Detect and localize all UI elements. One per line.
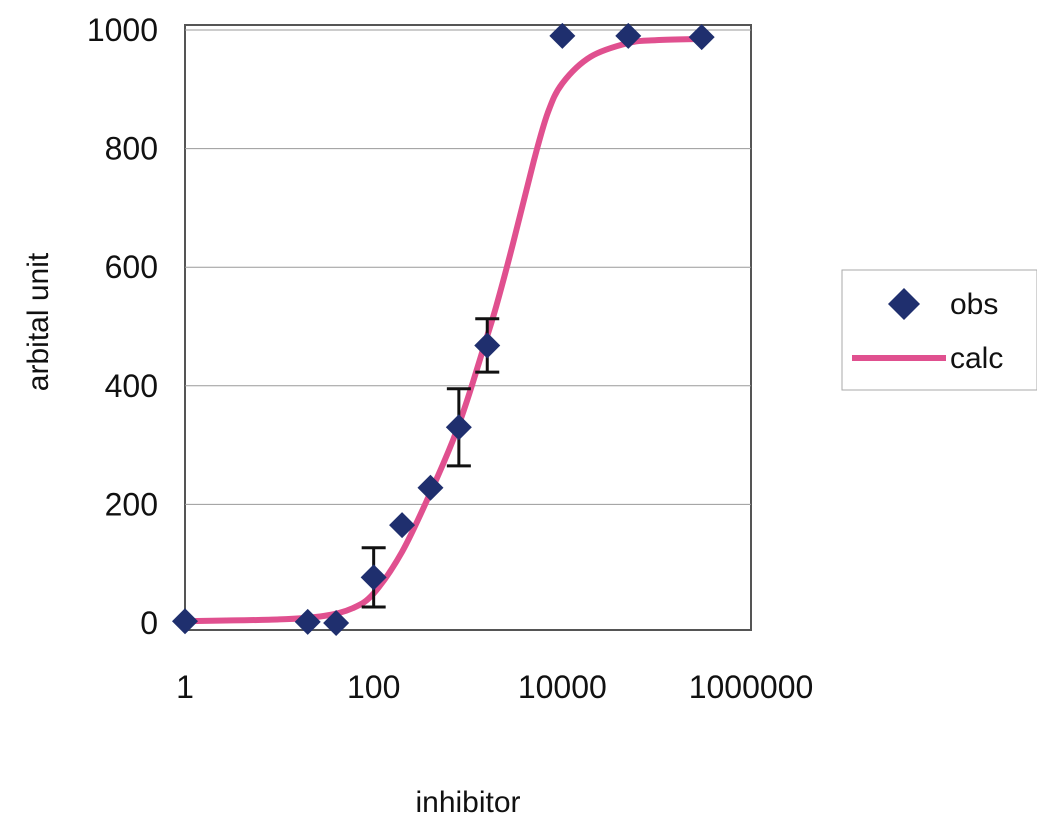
y-tick-labels: 0 200 400 600 800 1000 <box>87 12 158 641</box>
plot-area <box>184 24 752 631</box>
x-axis-label: inhibitor <box>415 786 520 819</box>
legend-obs-marker <box>888 288 920 320</box>
legend-box <box>841 269 1037 391</box>
obs-point <box>474 332 501 359</box>
y-tick-label: 0 <box>140 605 158 641</box>
legend-obs-label: obs <box>950 288 998 321</box>
obs-point <box>360 564 387 591</box>
y-tick-label: 600 <box>105 249 158 285</box>
obs-point <box>323 610 350 636</box>
obs-point <box>417 474 444 501</box>
x-tick-labels: 1 100 10000 1000000 <box>176 669 813 705</box>
obs-point <box>688 24 715 51</box>
y-tick-label: 200 <box>105 486 158 522</box>
y-tick-label: 800 <box>105 131 158 167</box>
obs-points <box>172 22 715 636</box>
x-tick-label: 1 <box>176 669 194 705</box>
obs-point <box>172 608 198 635</box>
y-tick-label: 1000 <box>87 12 158 48</box>
obs-point <box>549 22 576 49</box>
obs-point <box>389 512 416 539</box>
y-tick-label: 400 <box>105 368 158 404</box>
x-tick-label: 100 <box>347 669 400 705</box>
obs-point <box>294 608 321 635</box>
legend: obs calc <box>841 269 1037 391</box>
obs-point <box>445 414 472 441</box>
y-axis-label: arbital unit <box>22 252 55 391</box>
obs-point <box>615 22 642 49</box>
x-tick-label: 10000 <box>518 669 607 705</box>
legend-calc-label: calc <box>950 342 1003 375</box>
x-tick-label: 1000000 <box>689 669 814 705</box>
grid-lines <box>185 29 751 505</box>
